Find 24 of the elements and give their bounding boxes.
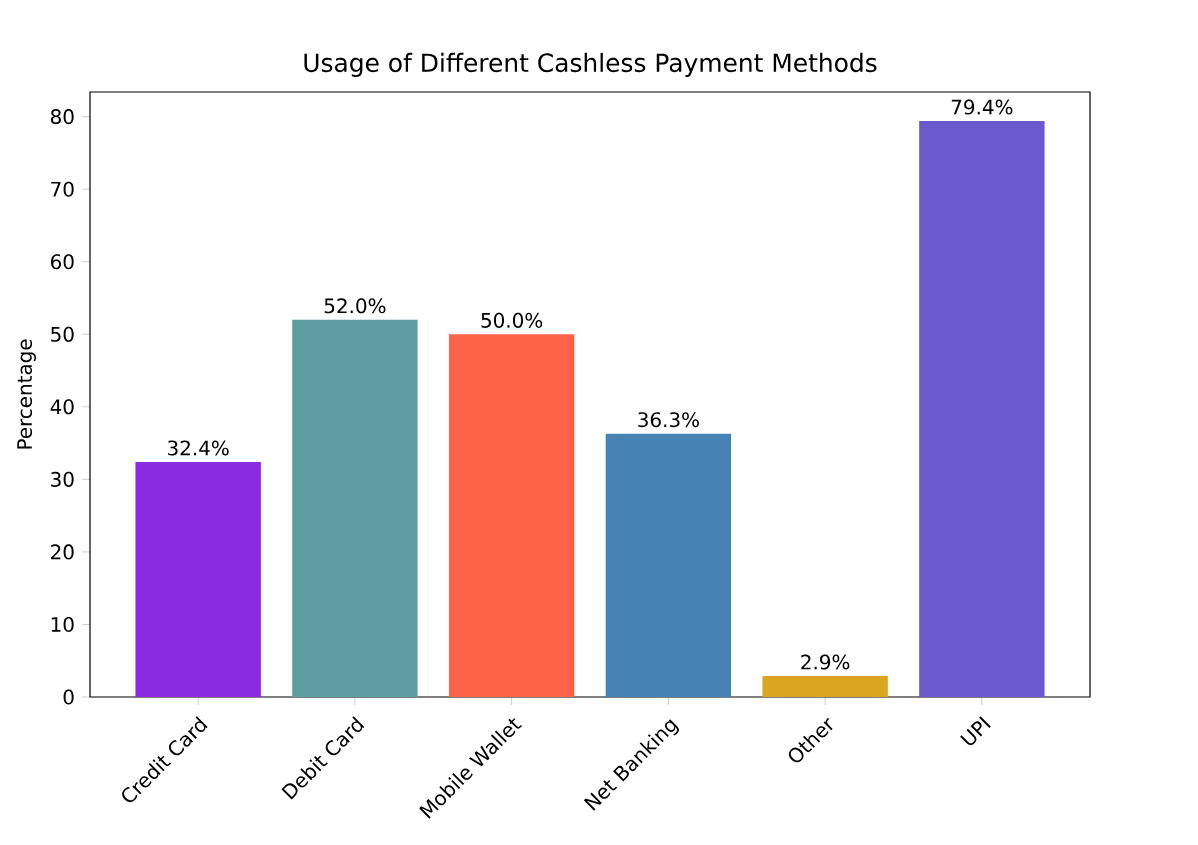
y-tick-label: 0: [63, 689, 74, 705]
bar: [135, 461, 261, 697]
data-label: 32.4%: [168, 440, 229, 456]
y-tick-label: 80: [50, 109, 74, 125]
y-tick-label: 40: [50, 399, 74, 415]
bar: [762, 675, 888, 697]
bar: [919, 121, 1045, 697]
x-tick-label: UPI: [960, 716, 991, 746]
data-label: 52.0%: [324, 298, 386, 314]
bar: [605, 433, 732, 697]
data-label: 79.4%: [951, 99, 1013, 115]
y-tick-label: 70: [51, 181, 74, 197]
y-tick-label: 60: [51, 254, 74, 270]
y-tick-label: 10: [51, 616, 74, 632]
data-label: 2.9%: [801, 654, 850, 670]
bar: [448, 334, 575, 697]
data-label: 50.0%: [481, 312, 543, 328]
y-axis-title: Percentage: [17, 339, 36, 449]
y-tick-label: 20: [51, 544, 74, 560]
data-label: 36.3%: [638, 412, 699, 428]
bar: [292, 319, 418, 697]
y-tick-label: 50: [51, 326, 74, 342]
y-tick-label: 30: [51, 471, 74, 487]
chart-title: Usage of Different Cashless Payment Methods: [304, 52, 877, 77]
